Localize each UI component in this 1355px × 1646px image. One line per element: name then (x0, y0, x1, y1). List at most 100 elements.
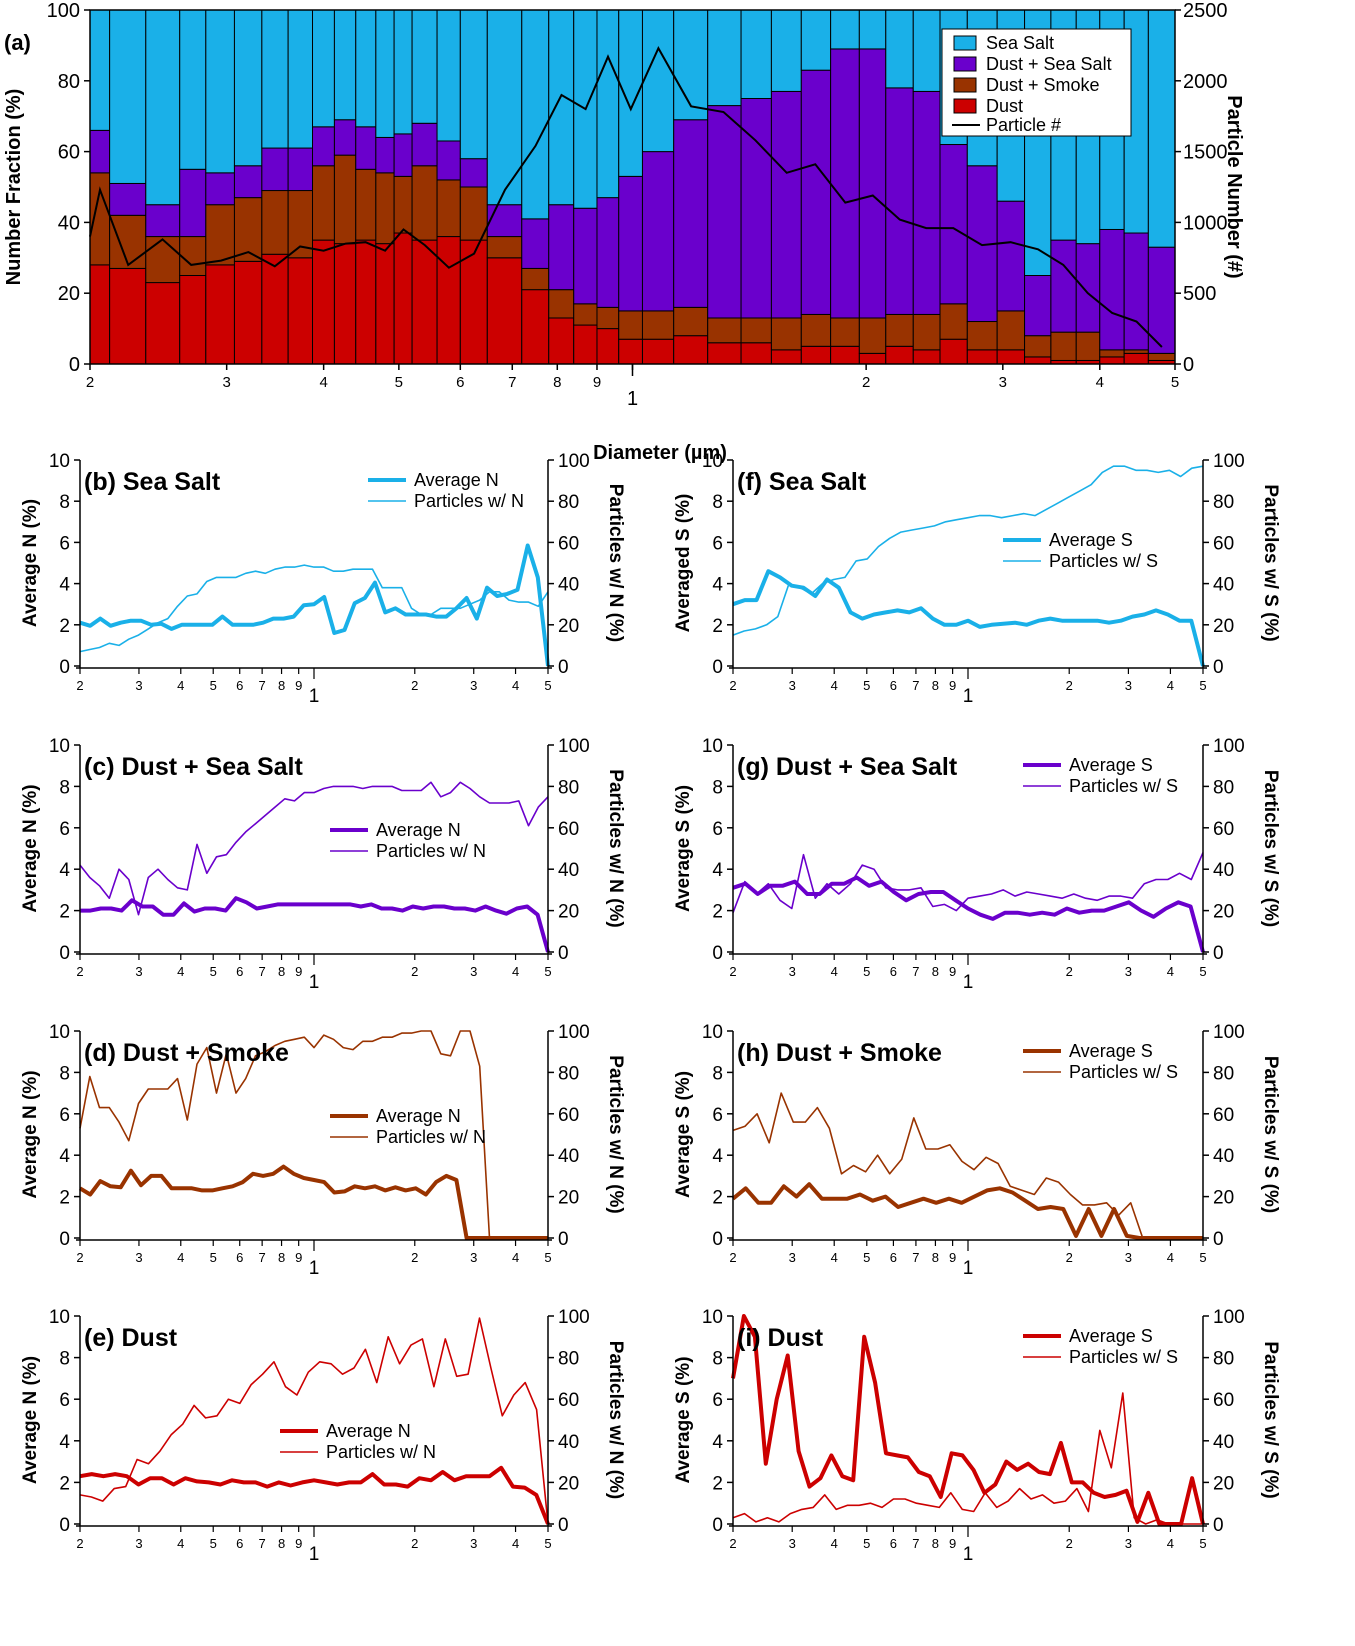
bar-dust-35 (1024, 356, 1052, 365)
y-tick-label: 60 (58, 142, 80, 164)
legend-label-0: Average N (376, 1106, 461, 1126)
x-tick-label: 5 (544, 964, 551, 979)
y-tick-label: 6 (712, 1105, 723, 1126)
y-tick-label: 10 (702, 451, 723, 472)
x-tick-label: 4 (831, 678, 838, 693)
bar-dust-smoke-35 (1024, 335, 1052, 358)
bar-dust-32 (939, 338, 968, 365)
series-particles-w-s-i (732, 1392, 1203, 1525)
bar-dust-sea-salt-5 (233, 165, 263, 199)
bar-dust-28 (830, 345, 860, 365)
y-tick-label: 6 (59, 1390, 70, 1411)
y2-tick-label: 80 (1213, 1349, 1234, 1370)
bar-sea-salt-31 (912, 9, 941, 92)
legend-swatch-1 (953, 56, 977, 72)
y2-tick-label: 0 (1213, 943, 1224, 964)
bar-sea-salt-2 (145, 9, 181, 206)
x-tick-label: 9 (949, 964, 956, 979)
y-tick-label: 8 (59, 1063, 70, 1084)
bar-sea-salt-23 (673, 9, 709, 121)
x-tick-label: 2 (411, 678, 418, 693)
y-axis-title-left: Average S (%) (673, 1356, 694, 1483)
x-decade-label: 1 (627, 388, 638, 410)
y-tick-label: 4 (712, 860, 723, 881)
bar-dust-smoke-26 (770, 317, 802, 351)
x-tick-label: 2 (1066, 1536, 1073, 1551)
y-axis-title-left: Average N (%) (20, 499, 41, 627)
y2-tick-label: 60 (558, 819, 579, 840)
x-tick-label: 2 (729, 678, 736, 693)
bar-sea-salt-6 (261, 9, 289, 149)
bar-dust-smoke-11 (375, 172, 395, 245)
x-tick-label: 5 (395, 374, 403, 391)
y-tick-label: 20 (58, 283, 80, 305)
y-tick-label: 8 (712, 1063, 723, 1084)
bar-dust-smoke-6 (261, 190, 289, 255)
x-tick-label: 3 (135, 964, 142, 979)
legend-label-1: Particles w/ N (326, 1442, 436, 1462)
bar-dust-sea-salt-15 (459, 158, 488, 188)
bar-dust-sea-salt-7 (287, 147, 314, 192)
legend-label-1: Particles w/ N (414, 491, 524, 511)
legend-label-3: Dust (986, 96, 1023, 116)
bar-dust-sea-salt-0 (89, 129, 111, 174)
bar-dust-smoke-31 (912, 313, 941, 351)
y-tick-label: 4 (712, 1432, 723, 1453)
x-tick-label: 5 (210, 1250, 217, 1265)
x-tick-label: 7 (259, 1250, 266, 1265)
bar-dust-0 (89, 264, 111, 365)
x-tick-label: 3 (135, 678, 142, 693)
x-tick-label: 3 (1125, 1250, 1132, 1265)
y-axis-title-left: Average S (%) (673, 1071, 694, 1198)
x-tick-label: 2 (1066, 1250, 1073, 1265)
x-axis-title: Diameter (µm) (593, 442, 727, 464)
x-tick-label: 2 (729, 1536, 736, 1551)
bar-sea-salt-0 (89, 9, 111, 131)
series-particles-w-s-h (732, 1092, 1203, 1239)
bar-sea-salt-27 (800, 9, 832, 71)
bar-dust-17 (521, 289, 550, 365)
bar-dust-sea-salt-38 (1099, 228, 1125, 351)
x-tick-label: 2 (729, 1250, 736, 1265)
y-tick-label: 10 (49, 451, 70, 472)
y2-tick-label: 20 (558, 902, 579, 923)
y2-tick-label: 2000 (1183, 71, 1228, 93)
x-tick-label: 5 (1171, 374, 1179, 391)
x-tick-label: 2 (76, 1536, 83, 1551)
y2-tick-label: 100 (558, 736, 590, 757)
x-tick-label: 4 (177, 1536, 184, 1551)
x-tick-label: 9 (295, 1250, 302, 1265)
bar-dust-smoke-5 (233, 197, 263, 262)
series-average-n-b (79, 543, 550, 667)
y2-tick-label: 20 (1213, 1473, 1234, 1494)
x-tick-label: 5 (863, 964, 870, 979)
y2-tick-label: 100 (558, 451, 590, 472)
x-tick-label: 2 (862, 374, 870, 391)
bar-dust-sea-salt-4 (205, 172, 235, 206)
legend-label-0: Average N (414, 470, 499, 490)
x-tick-label: 6 (456, 374, 464, 391)
x-tick-label: 9 (295, 1536, 302, 1551)
y-tick-label: 10 (702, 1307, 723, 1328)
bar-sea-salt-16 (486, 9, 523, 206)
bar-sea-salt-28 (830, 9, 860, 50)
legend-label-0: Average S (1069, 1326, 1153, 1346)
y-tick-label: 0 (59, 1229, 70, 1250)
y-tick-label: 0 (712, 657, 723, 678)
y2-tick-label: 20 (558, 1473, 579, 1494)
y-axis-title-right: Particles w/ N (%) (605, 1055, 626, 1213)
bar-dust-27 (800, 345, 832, 365)
bar-dust-sea-salt-28 (830, 48, 860, 319)
x-tick-label: 8 (932, 678, 939, 693)
y2-tick-label: 20 (1213, 616, 1234, 637)
y-tick-label: 10 (702, 736, 723, 757)
y2-tick-label: 40 (558, 575, 579, 596)
y2-tick-label: 80 (1213, 777, 1234, 798)
y2-tick-label: 80 (558, 1063, 579, 1084)
y-tick-label: 0 (59, 943, 70, 964)
bar-dust-sea-salt-18 (548, 204, 575, 291)
bar-dust-sea-salt-2 (145, 204, 181, 238)
